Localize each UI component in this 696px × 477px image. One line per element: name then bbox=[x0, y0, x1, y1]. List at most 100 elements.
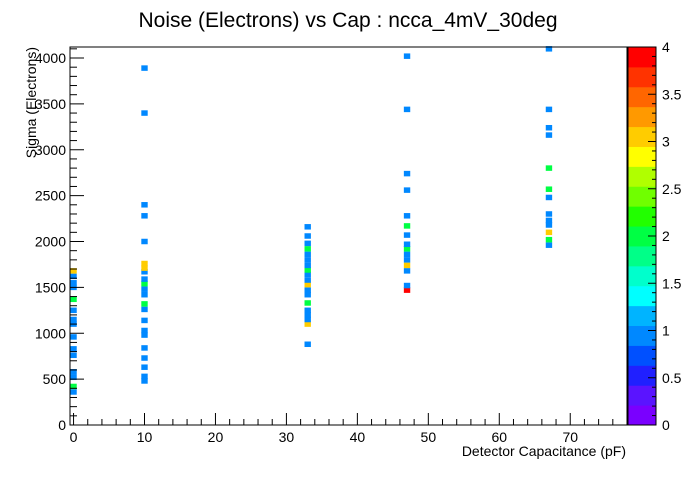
y-tick-label: 3000 bbox=[35, 142, 66, 158]
data-cell bbox=[304, 271, 311, 278]
data-cell bbox=[545, 222, 553, 228]
data-cell bbox=[403, 246, 411, 252]
data-cell bbox=[403, 287, 411, 293]
data-cell bbox=[70, 352, 77, 359]
color-scale-segment bbox=[628, 385, 656, 406]
data-cell bbox=[141, 110, 148, 116]
x-tick-label: 20 bbox=[208, 429, 224, 445]
color-scale-ticks: 0 0.5 1 1.5 2 2.5 3 3.5 4 bbox=[648, 39, 682, 433]
data-cell bbox=[70, 273, 77, 280]
data-cell bbox=[304, 224, 311, 230]
data-cell bbox=[141, 306, 148, 313]
color-scale-tick-label: 0 bbox=[662, 417, 670, 433]
data-cell bbox=[545, 217, 553, 224]
data-cell bbox=[141, 276, 148, 282]
data-cell bbox=[403, 223, 411, 229]
data-cell bbox=[304, 251, 311, 258]
data-cell bbox=[304, 277, 311, 283]
data-cell bbox=[403, 170, 411, 177]
y-axis-label: Sigma (Electrons) bbox=[23, 47, 39, 158]
data-cell bbox=[70, 389, 77, 395]
data-cell bbox=[545, 211, 553, 217]
data-cell bbox=[70, 268, 77, 274]
data-cell bbox=[141, 332, 148, 338]
data-cell bbox=[141, 269, 148, 275]
data-cell bbox=[141, 364, 148, 370]
data-cell bbox=[70, 383, 77, 390]
color-scale-segment bbox=[628, 365, 656, 386]
color-scale-segment bbox=[628, 345, 656, 366]
data-cell bbox=[545, 242, 553, 248]
y-tick-label: 2500 bbox=[35, 188, 66, 204]
x-tick-label: 0 bbox=[70, 429, 78, 445]
y-tick-label: 0 bbox=[58, 417, 66, 433]
data-cell bbox=[545, 229, 553, 236]
data-cell bbox=[141, 355, 148, 361]
data-cells bbox=[70, 46, 553, 395]
data-cell bbox=[304, 341, 311, 348]
color-scale-segment bbox=[628, 265, 656, 287]
y-tick-label: 1500 bbox=[35, 279, 66, 295]
data-cell bbox=[70, 307, 77, 314]
color-scale-segment bbox=[628, 285, 656, 307]
data-cell bbox=[403, 232, 411, 238]
data-cell bbox=[141, 65, 148, 71]
data-cell bbox=[141, 378, 148, 384]
data-cell bbox=[304, 240, 311, 247]
data-cell bbox=[304, 300, 311, 306]
data-cell bbox=[545, 124, 553, 131]
data-cell bbox=[304, 262, 311, 269]
color-scale-tick-label: 4 bbox=[662, 39, 670, 55]
x-tick-label: 10 bbox=[137, 429, 153, 445]
x-axis-label: Detector Capacitance (pF) bbox=[462, 443, 626, 459]
data-cell bbox=[304, 267, 311, 273]
data-cell bbox=[70, 369, 77, 375]
data-cell bbox=[141, 202, 148, 208]
x-tick-label: 30 bbox=[279, 429, 295, 445]
data-cell bbox=[403, 268, 411, 274]
data-cell bbox=[304, 321, 311, 327]
color-scale-tick-label: 0.5 bbox=[662, 370, 682, 386]
data-cell bbox=[545, 236, 553, 243]
x-tick-label: 70 bbox=[562, 429, 578, 445]
data-cell bbox=[141, 213, 148, 219]
data-cell bbox=[304, 307, 311, 314]
x-axis-ticks: 0 10 20 30 40 50 60 70 bbox=[70, 413, 628, 445]
color-scale-segment bbox=[628, 66, 656, 88]
data-cell bbox=[141, 238, 148, 245]
color-scale-tick-label: 3 bbox=[662, 134, 670, 150]
y-tick-label: 500 bbox=[43, 371, 67, 387]
x-tick-label: 50 bbox=[421, 429, 437, 445]
color-scale-segment bbox=[628, 305, 656, 327]
color-scale-segment bbox=[628, 86, 656, 108]
data-cell bbox=[403, 257, 411, 263]
color-scale-segment bbox=[628, 245, 656, 267]
y-tick-label: 2000 bbox=[35, 234, 66, 250]
data-cell bbox=[141, 286, 148, 292]
data-cell bbox=[304, 257, 311, 263]
color-scale-tick-label: 2 bbox=[662, 228, 670, 244]
color-scale-segment bbox=[628, 325, 656, 346]
color-scale-tick-label: 1.5 bbox=[662, 275, 682, 291]
data-cell bbox=[304, 312, 311, 318]
data-cell bbox=[304, 287, 311, 293]
color-scale-segment bbox=[628, 146, 656, 167]
x-tick-label: 40 bbox=[350, 429, 366, 445]
data-cell bbox=[141, 327, 148, 334]
data-cell bbox=[403, 262, 411, 269]
color-scale-segment bbox=[628, 206, 656, 227]
data-cell bbox=[403, 106, 411, 113]
data-cell bbox=[141, 317, 148, 324]
color-scale-segment bbox=[628, 166, 656, 187]
color-scale-segment bbox=[628, 405, 656, 426]
data-cell bbox=[141, 280, 148, 287]
data-cell bbox=[141, 345, 148, 351]
data-cell bbox=[403, 241, 411, 247]
y-axis-ticks: 0 500 1000 1500 2000 2500 3000 3500 4000 bbox=[35, 48, 84, 433]
data-cell bbox=[304, 246, 311, 252]
plot-frame bbox=[69, 46, 628, 426]
data-cell bbox=[70, 334, 77, 340]
data-cell bbox=[545, 186, 553, 192]
chart-title: Noise (Electrons) vs Cap : ncca_4mV_30de… bbox=[138, 9, 557, 32]
